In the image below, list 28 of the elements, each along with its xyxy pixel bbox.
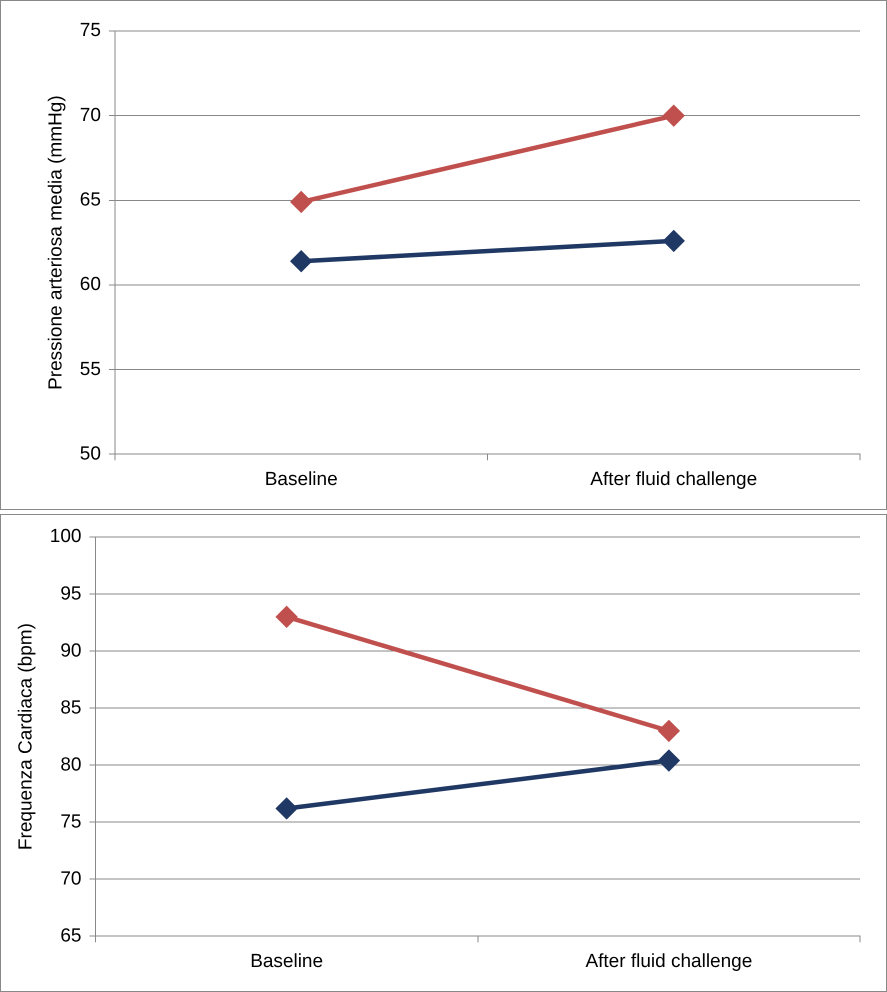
y-tick-label: 100 xyxy=(50,526,82,548)
point xyxy=(290,250,312,272)
point xyxy=(658,750,680,771)
y-tick-label: 65 xyxy=(80,190,101,211)
y-tick-label: 85 xyxy=(60,697,82,718)
y-tick-label: 90 xyxy=(60,640,82,662)
y-tick-label: 70 xyxy=(60,868,82,890)
point xyxy=(663,105,684,126)
y-tick-label: 95 xyxy=(60,583,82,604)
point xyxy=(276,798,297,819)
y-axis-title: Pressione arteriosa media (mmHg) xyxy=(46,95,67,390)
y-tick-label: 75 xyxy=(80,20,101,42)
x-tick-label: After fluid challenge xyxy=(585,950,752,972)
x-tick-label: Baseline xyxy=(250,950,324,972)
y-tick-label: 75 xyxy=(60,811,82,832)
point xyxy=(658,720,680,742)
y-axis-title: Frequenza Cardiaca (bpm) xyxy=(16,623,37,850)
y-tick-label: 50 xyxy=(80,443,101,464)
point xyxy=(663,230,684,252)
y-tick-label: 80 xyxy=(60,754,82,776)
y-tick-label: 60 xyxy=(80,274,101,296)
point xyxy=(290,192,312,212)
point xyxy=(276,606,297,628)
x-tick-label: After fluid challenge xyxy=(590,468,758,490)
x-tick-label: Baseline xyxy=(264,468,338,490)
y-tick-label: 70 xyxy=(80,104,101,126)
y-tick-label: 55 xyxy=(80,358,101,380)
y-tick-label: 65 xyxy=(60,925,82,946)
